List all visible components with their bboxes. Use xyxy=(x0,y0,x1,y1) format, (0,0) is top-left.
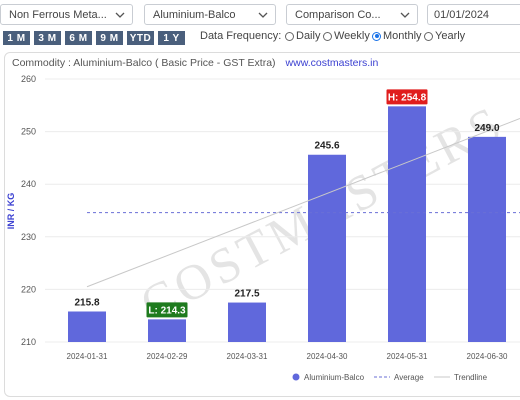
reference-lines xyxy=(86,117,520,288)
website-link[interactable]: www.costmasters.in xyxy=(285,57,379,69)
bar[interactable] xyxy=(468,136,506,342)
bars xyxy=(68,106,506,343)
frequency-radio-daily[interactable]: Daily xyxy=(285,30,320,42)
frequency-option-label: Monthly xyxy=(383,30,422,42)
x-tick-label: 2024-01-31 xyxy=(67,352,108,361)
data-frequency-label: Data Frequency: xyxy=(200,30,282,42)
data-labels: 215.8 L: 214.3 217.5 245.6 H: 254.8 249.0 xyxy=(74,89,500,318)
commodity-caption: Commodity : Aluminium-Balco ( Basic Pric… xyxy=(12,57,276,69)
chart-panel xyxy=(4,52,520,397)
legend-series-marker xyxy=(292,373,300,381)
data-label: 245.6 xyxy=(314,141,339,152)
chart-caption: Commodity : Aluminium-Balco ( Basic Pric… xyxy=(12,57,378,69)
data-label: 217.5 xyxy=(234,289,259,300)
commodity-select-value: Aluminium-Balco xyxy=(153,8,236,21)
date-input[interactable]: 01/01/2024 xyxy=(427,4,520,25)
frequency-option-label: Daily xyxy=(296,30,321,42)
radio-icon xyxy=(285,31,294,41)
low-label: L: 214.3 xyxy=(148,305,186,316)
date-input-value: 01/01/2024 xyxy=(434,8,490,21)
comparison-select[interactable]: Comparison Co... xyxy=(286,4,418,25)
y-tick-label: 220 xyxy=(21,284,36,294)
high-label: H: 254.8 xyxy=(388,92,427,103)
frequency-option-label: Yearly xyxy=(435,30,466,42)
x-tick-label: 2024-06-30 xyxy=(467,352,508,361)
comparison-select-value: Comparison Co... xyxy=(295,8,381,21)
x-tick-label: 2024-05-31 xyxy=(387,352,428,361)
frequency-radio-monthly[interactable]: Monthly xyxy=(372,30,422,42)
bar[interactable] xyxy=(68,311,106,342)
high-badge xyxy=(386,89,428,105)
bar[interactable] xyxy=(308,154,346,342)
y-tick-label: 210 xyxy=(21,337,36,347)
legend-series-label[interactable]: Aluminium-Balco xyxy=(304,373,365,382)
y-tick-label: 240 xyxy=(21,179,36,189)
y-tick-label: 260 xyxy=(21,74,36,84)
axes: 210 220 230 240 250 260 INR / KG 2024-01-31 2024… xyxy=(6,74,508,361)
low-badge xyxy=(146,302,188,318)
data-label: 215.8 xyxy=(74,297,99,308)
legend-trendline-label[interactable]: Trendline xyxy=(454,373,488,382)
chevron-down-icon xyxy=(400,12,410,18)
range-button-1y[interactable]: 1 Y xyxy=(158,31,185,45)
x-tick-label: 2024-03-31 xyxy=(227,352,268,361)
data-label: 249.0 xyxy=(474,123,499,134)
bar[interactable] xyxy=(388,106,426,343)
bar[interactable] xyxy=(228,302,266,342)
radio-icon xyxy=(323,31,332,41)
legend: Aluminium-Balco Average Trendline xyxy=(292,373,488,382)
category-select-value: Non Ferrous Meta... xyxy=(9,8,107,21)
frequency-radio-weekly[interactable]: Weekly xyxy=(323,30,370,42)
range-button-ytd[interactable]: YTD xyxy=(127,31,154,45)
y-tick-label: 230 xyxy=(21,232,36,242)
range-button-9m[interactable]: 9 M xyxy=(96,31,123,45)
range-button-1m[interactable]: 1 M xyxy=(3,31,30,45)
category-select[interactable]: Non Ferrous Meta... xyxy=(0,4,133,25)
frequency-option-label: Weekly xyxy=(334,30,370,42)
trendline xyxy=(86,117,520,288)
commodity-select[interactable]: Aluminium-Balco xyxy=(144,4,276,25)
grid xyxy=(45,78,520,343)
frequency-radio-yearly[interactable]: Yearly xyxy=(424,30,465,42)
x-tick-label: 2024-02-29 xyxy=(147,352,188,361)
bar[interactable] xyxy=(148,319,186,342)
range-button-6m[interactable]: 6 M xyxy=(65,31,92,45)
x-tick-label: 2024-04-30 xyxy=(307,352,348,361)
radio-icon xyxy=(424,31,433,41)
legend-average-label[interactable]: Average xyxy=(394,373,424,382)
y-axis-title: INR / KG xyxy=(6,193,16,230)
chevron-down-icon xyxy=(258,12,268,18)
radio-selected-icon xyxy=(372,31,381,41)
y-tick-label: 250 xyxy=(21,127,36,137)
range-button-3m[interactable]: 3 M xyxy=(34,31,61,45)
chevron-down-icon xyxy=(115,12,125,18)
